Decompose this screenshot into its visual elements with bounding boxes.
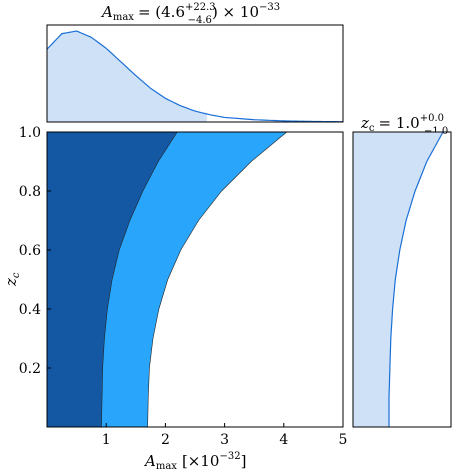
right-marginal-panel — [352, 131, 452, 428]
x-label-sub: max — [156, 461, 177, 472]
x-tick-label: 2 — [161, 432, 170, 448]
y-tick-label: 0.6 — [19, 243, 41, 259]
right-title-name: z — [360, 114, 369, 132]
joint-frame — [46, 131, 344, 428]
y-axis-label: zc — [2, 272, 22, 287]
x-axis-label: Amax [×10−32] — [143, 451, 246, 472]
top-title-subdn: −4.6 — [188, 15, 212, 26]
top-marginal-title: Amax = (4.6+22.3 −4.6) × 10−33 — [100, 2, 280, 26]
top-marginal-panel — [46, 24, 344, 123]
x-tick-label: 4 — [279, 432, 288, 448]
right-marginal-curve — [388, 131, 444, 427]
x-label-unit: [×10 — [182, 452, 220, 470]
x-tick-label: 1 — [102, 432, 111, 448]
joint-panel: 1 2 3 4 5 0.2 0.4 0.6 0.8 1.0 — [19, 125, 348, 448]
joint-y-ticks: 0.2 0.4 0.6 0.8 1.0 — [19, 125, 51, 377]
right-title-sup: +0.0 — [420, 113, 444, 124]
right-marginal-fill — [353, 132, 443, 427]
x-tick-label: 5 — [339, 432, 348, 448]
right-marginal-frame — [352, 131, 452, 428]
top-title-eq: = (4.6 — [138, 3, 185, 21]
top-marginal-frame — [46, 24, 344, 123]
y-tick-label: 0.8 — [19, 184, 41, 200]
joint-x-ticks: 1 2 3 4 5 — [102, 423, 348, 448]
x-label-exp: −32 — [219, 451, 240, 462]
y-label-name: z — [2, 278, 20, 287]
x-tick-label: 3 — [220, 432, 229, 448]
y-tick-label: 1.0 — [19, 125, 41, 141]
top-title-sub: max — [113, 12, 134, 23]
top-title-exp: −33 — [259, 2, 280, 13]
top-title-sup: +22.3 — [185, 2, 216, 13]
right-title-eq: = 1.0 — [379, 114, 420, 132]
x-label-name: A — [143, 452, 156, 470]
top-title-tail: ) × 10 — [212, 3, 259, 21]
y-tick-label: 0.4 — [19, 302, 41, 318]
x-label-close: ] — [241, 452, 247, 470]
top-marginal-fill — [47, 31, 207, 123]
top-marginal-curve — [46, 30, 344, 123]
right-title-sub: c — [369, 123, 375, 134]
y-tick-label: 0.2 — [19, 361, 41, 377]
y-label-sub: c — [11, 272, 22, 278]
contour-68-region — [46, 131, 178, 428]
top-title-name: A — [100, 3, 113, 21]
